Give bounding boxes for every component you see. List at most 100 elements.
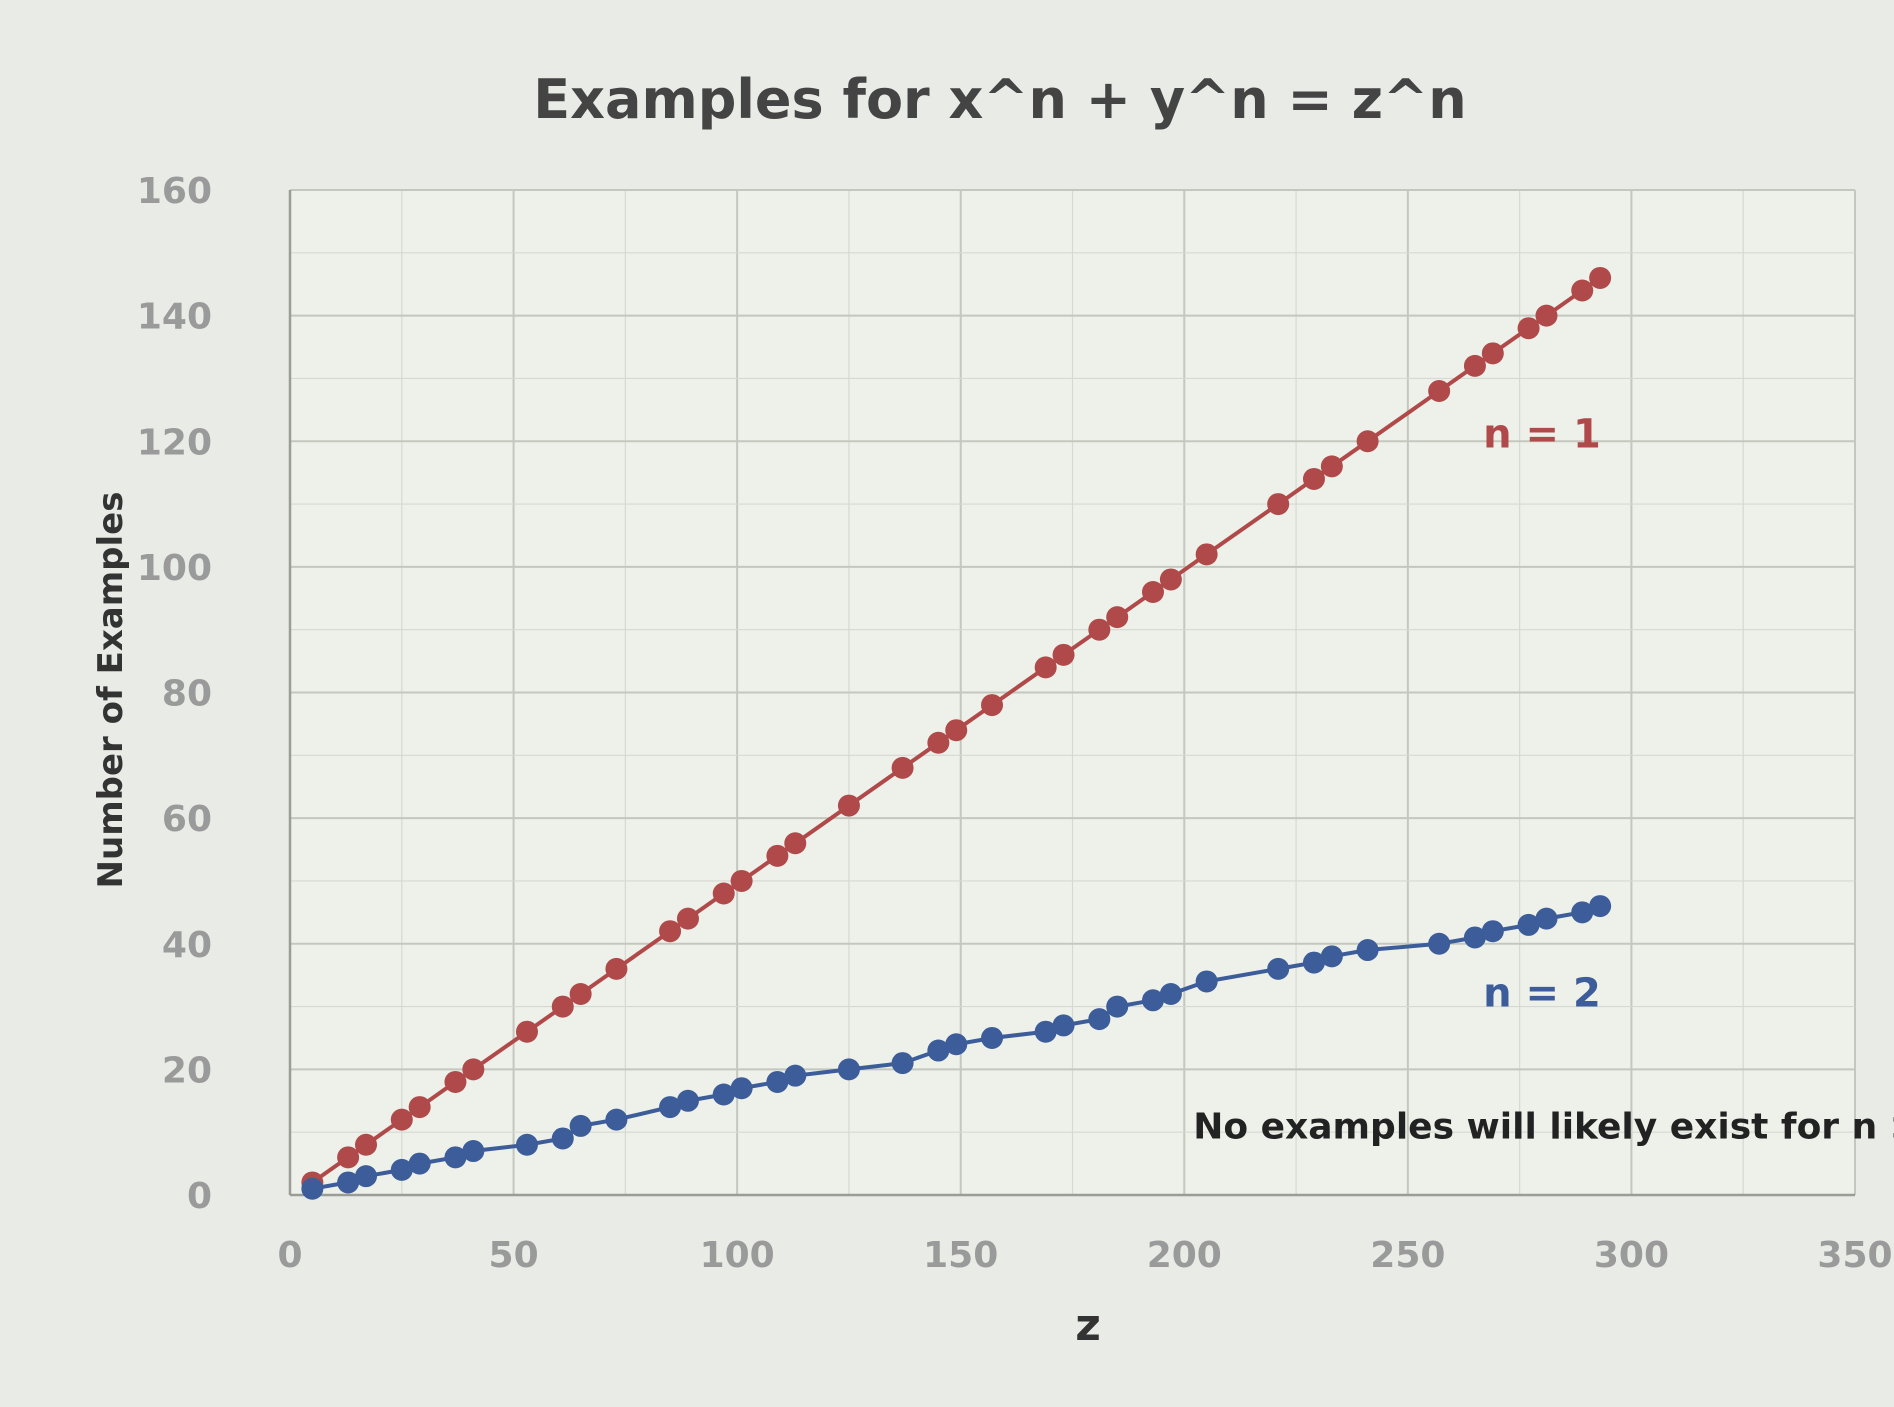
data-point: [1481, 920, 1504, 943]
data-point: [712, 1083, 735, 1106]
data-point: [1106, 995, 1129, 1018]
y-tick-label: 80: [162, 674, 212, 715]
y-tick-label: 120: [137, 422, 212, 463]
data-point: [355, 1133, 378, 1156]
data-point: [730, 1077, 753, 1100]
data-point: [659, 1096, 682, 1119]
data-point: [1034, 1020, 1057, 1043]
data-point: [1302, 467, 1325, 490]
data-point: [1141, 581, 1164, 603]
data-point: [1320, 455, 1343, 478]
data-point: [1571, 901, 1594, 924]
data-point: [981, 694, 1004, 717]
data-point: [1481, 342, 1504, 365]
data-point: [444, 1070, 467, 1093]
data-point: [1463, 926, 1486, 949]
data-point: [1159, 983, 1182, 1005]
data-point: [551, 995, 574, 1018]
x-axis-title: z: [1075, 1300, 1101, 1351]
data-point: [927, 1039, 950, 1062]
data-point: [927, 731, 950, 754]
y-axis-title: Number of Examples: [91, 492, 131, 889]
axes: [288, 190, 1855, 1197]
y-tick-label: 40: [162, 925, 212, 966]
data-point: [1356, 430, 1379, 453]
series-group: n = 2: [301, 895, 1612, 1200]
data-point: [891, 756, 914, 779]
data-point: [891, 1052, 914, 1075]
data-point: [337, 1171, 360, 1194]
data-point: [1517, 913, 1540, 936]
x-tick-label: 100: [700, 1235, 775, 1276]
series-label: n = 1: [1483, 412, 1601, 458]
data-point: [444, 1146, 467, 1169]
data-point: [390, 1108, 413, 1131]
data-point: [569, 983, 592, 1005]
data-point: [1088, 1008, 1111, 1031]
data-point: [1195, 543, 1218, 566]
data-point: [605, 957, 628, 980]
data-point: [1517, 317, 1540, 340]
x-tick-label: 0: [277, 1235, 302, 1276]
data-point: [408, 1152, 431, 1175]
data-point: [730, 869, 753, 892]
data-point: [605, 1108, 628, 1131]
y-tick-label: 0: [187, 1176, 212, 1217]
data-point: [1034, 656, 1057, 679]
data-point: [1428, 932, 1451, 955]
data-point: [784, 832, 807, 855]
y-tick-labels: 0 20 40 60 80 100 120 140 160: [137, 171, 212, 1217]
data-point: [1535, 907, 1558, 930]
y-tick-label: 20: [162, 1050, 212, 1091]
data-point: [1052, 643, 1075, 666]
data-point: [390, 1158, 413, 1181]
data-point: [1195, 970, 1218, 993]
data-point: [945, 719, 968, 742]
data-point: [515, 1020, 538, 1043]
data-point: [408, 1096, 431, 1119]
series-group: n = 1: [301, 266, 1612, 1194]
data-point: [766, 1070, 789, 1093]
data-point: [462, 1058, 485, 1081]
annotation-text: No examples will likely exist for n > 2: [1193, 1106, 1894, 1147]
x-tick-labels: 0 50 100 150 200 250 300 350: [277, 1235, 1892, 1276]
data-point: [1428, 380, 1451, 402]
data-point: [1141, 989, 1164, 1012]
chart-title: Examples for x^n + y^n = z^n: [533, 68, 1466, 131]
data-point: [1463, 354, 1486, 377]
data-point: [1535, 304, 1558, 327]
data-point: [337, 1146, 360, 1169]
data-point: [1320, 945, 1343, 968]
x-tick-label: 250: [1370, 1235, 1445, 1276]
y-tick-label: 60: [162, 799, 212, 840]
data-point: [1159, 568, 1182, 591]
data-point: [676, 1089, 699, 1112]
data-point: [1267, 493, 1290, 516]
data-point: [712, 882, 735, 905]
data-point: [551, 1127, 574, 1150]
series-layer: n = 1 n = 2: [301, 266, 1612, 1200]
data-point: [355, 1165, 378, 1188]
data-point: [1589, 266, 1612, 289]
x-tick-label: 50: [489, 1235, 539, 1276]
x-tick-label: 350: [1817, 1235, 1892, 1276]
data-point: [766, 844, 789, 867]
data-point: [981, 1026, 1004, 1049]
data-point: [515, 1133, 538, 1156]
x-tick-label: 300: [1594, 1235, 1669, 1276]
data-point: [1052, 1014, 1075, 1037]
data-point: [659, 920, 682, 943]
data-point: [1356, 939, 1379, 962]
data-point: [676, 907, 699, 930]
series-label: n = 2: [1483, 971, 1601, 1017]
data-point: [1571, 279, 1594, 302]
x-tick-label: 200: [1147, 1235, 1222, 1276]
data-point: [462, 1140, 485, 1163]
y-tick-label: 140: [137, 297, 212, 338]
data-point: [1589, 895, 1612, 918]
data-point: [945, 1033, 968, 1056]
y-tick-label: 160: [137, 171, 212, 212]
x-tick-label: 150: [923, 1235, 998, 1276]
data-point: [837, 1058, 860, 1081]
y-tick-label: 100: [137, 548, 212, 589]
